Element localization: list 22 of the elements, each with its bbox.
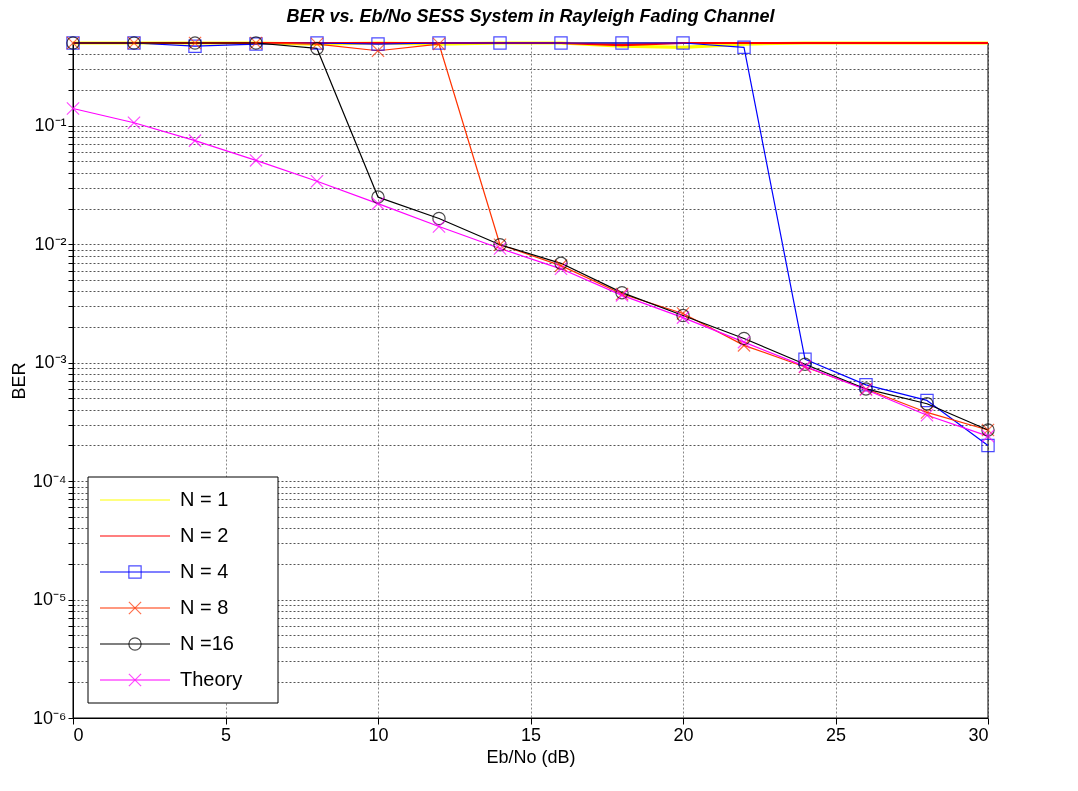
x-tick-label: 10 <box>368 724 389 745</box>
y-tick-label: 10⁻¹ <box>34 115 67 136</box>
y-tick-label: 10⁻⁵ <box>33 589 67 610</box>
legend-label: Theory <box>180 668 243 690</box>
x-tick-label: 25 <box>825 724 847 745</box>
x-tick-label: 30 <box>968 724 989 745</box>
x-tick-label: 0 <box>73 724 84 745</box>
y-tick-label: 10⁻² <box>34 233 67 254</box>
y-tick-label: 10⁻⁴ <box>32 470 67 491</box>
chart-title: BER vs. Eb/No SESS System in Rayleigh Fading Channel <box>286 6 776 27</box>
x-tick-label: 5 <box>220 724 232 745</box>
x-tick-label: 20 <box>673 724 694 745</box>
legend-label: N = 2 <box>180 524 229 546</box>
legend-label: N = 4 <box>180 560 229 582</box>
x-axis-title: Eb/No (dB) <box>486 746 576 767</box>
legend-label: N = 8 <box>180 596 229 618</box>
legend-label: N = 1 <box>180 488 229 510</box>
x-tick-label: 15 <box>520 724 542 745</box>
legend-label: N =16 <box>180 632 234 654</box>
y-tick-label: 10⁻³ <box>34 352 67 373</box>
y-axis-title: BER <box>8 362 29 400</box>
y-tick-label: 10⁻⁶ <box>33 707 67 728</box>
